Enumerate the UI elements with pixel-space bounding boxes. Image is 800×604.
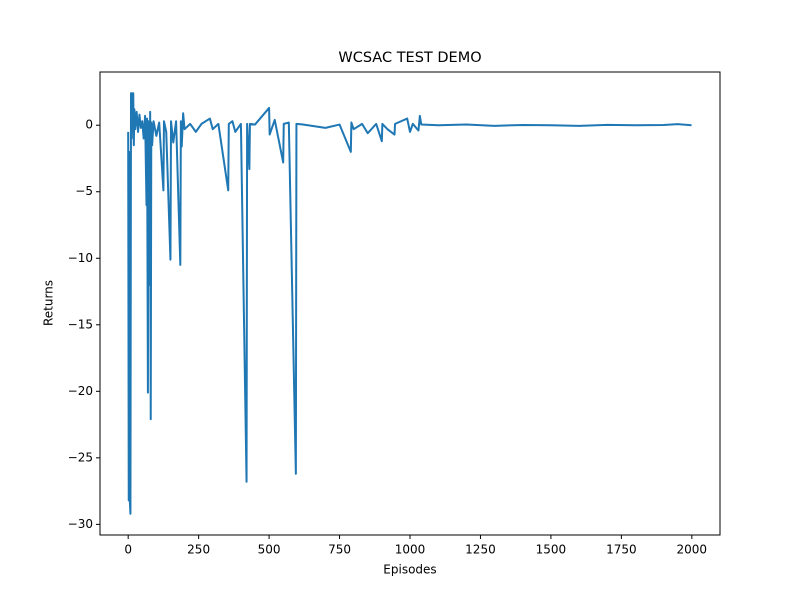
y-tick-label: −30: [68, 517, 93, 531]
x-tick-label: 1250: [465, 543, 496, 557]
x-tick-label: 1500: [536, 543, 567, 557]
y-tick-label: −10: [68, 251, 93, 265]
x-axis-label: Episodes: [383, 563, 436, 577]
plot-frame: [99, 71, 721, 536]
x-tick-label: 250: [187, 543, 210, 557]
x-tick-label: 750: [328, 543, 351, 557]
y-tick-label: −20: [68, 384, 93, 398]
chart-title: WCSAC TEST DEMO: [338, 50, 481, 66]
x-tick-label: 1750: [606, 543, 637, 557]
x-tick-label: 1000: [395, 543, 426, 557]
x-tick-label: 500: [258, 543, 281, 557]
y-tick-label: −25: [68, 450, 93, 464]
y-tick-label: 0: [85, 118, 93, 132]
y-tick-label: −5: [75, 184, 93, 198]
x-tick-label: 2000: [677, 543, 708, 557]
y-tick-label: −15: [68, 317, 93, 331]
line: [127, 92, 692, 515]
y-axis-label: Returns: [42, 280, 56, 326]
x-tick-label: 0: [124, 543, 132, 557]
